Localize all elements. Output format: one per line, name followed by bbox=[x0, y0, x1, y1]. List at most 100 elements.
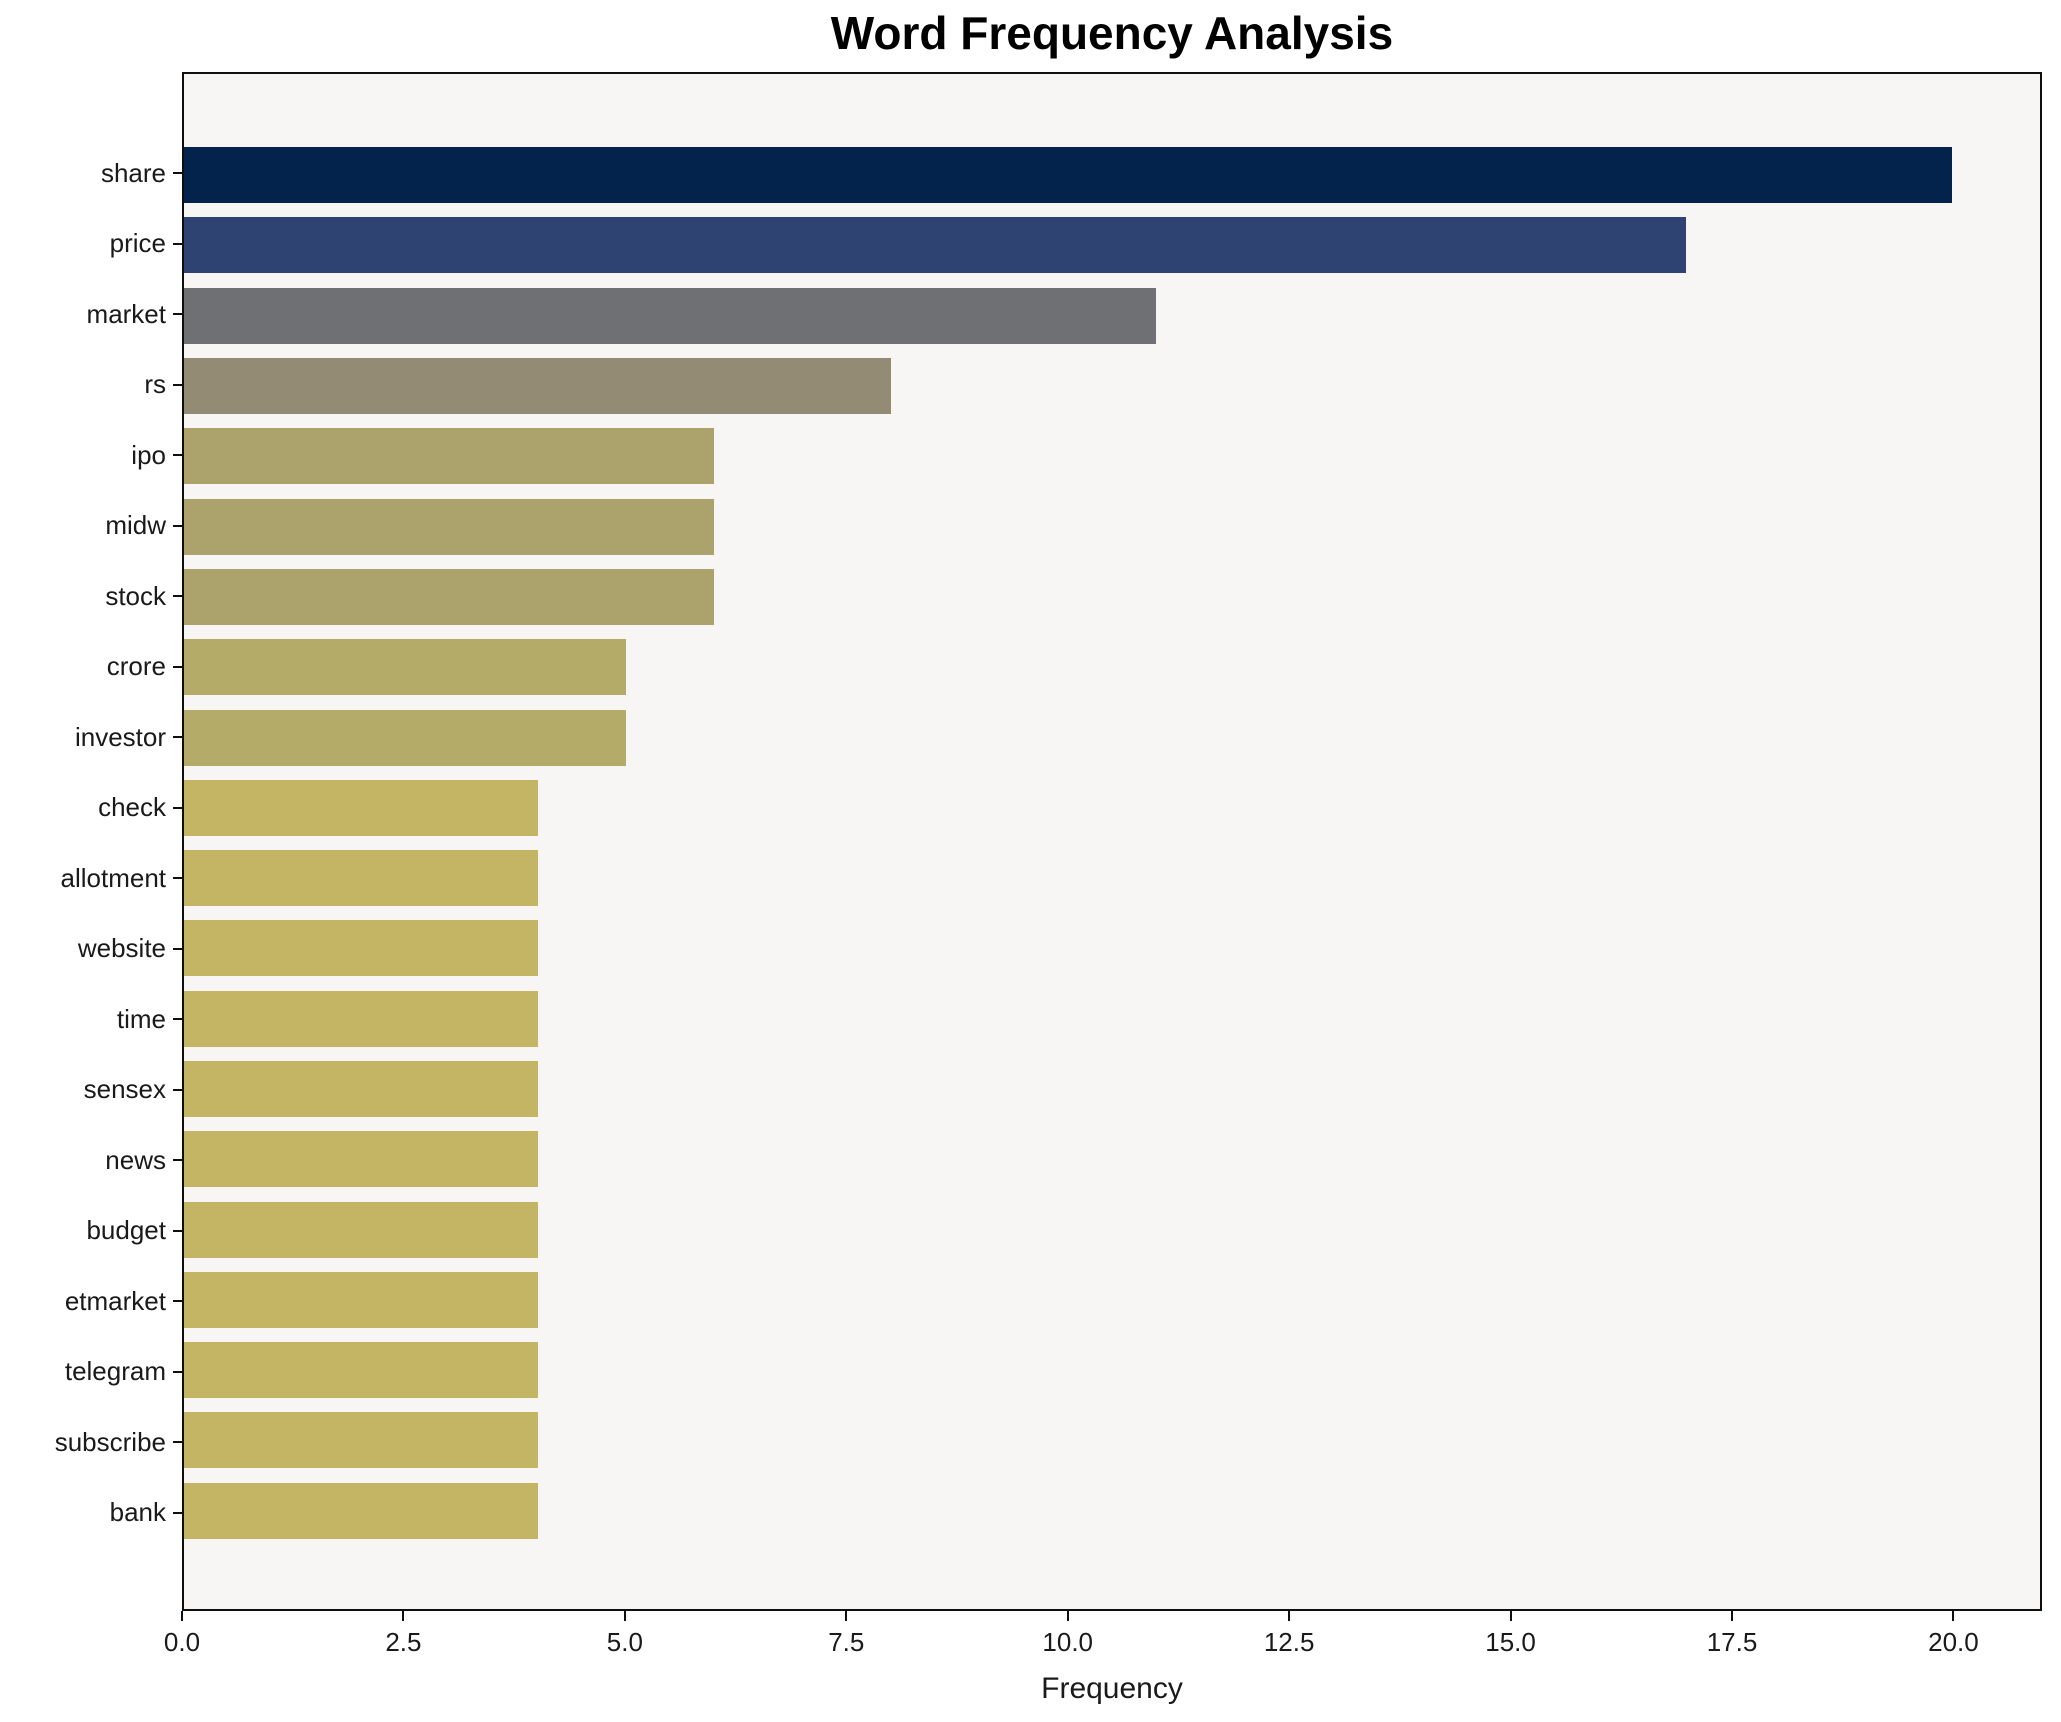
bar-crore bbox=[184, 639, 626, 696]
y-tick-row: check bbox=[0, 773, 182, 844]
bar-row bbox=[184, 210, 2040, 280]
bar-budget bbox=[184, 1201, 538, 1258]
bars-container bbox=[184, 74, 2040, 1609]
bar-bank bbox=[184, 1482, 538, 1539]
y-tick-mark bbox=[173, 1229, 182, 1232]
bar-row bbox=[184, 491, 2040, 561]
x-axis-label: Frequency bbox=[1041, 1672, 1183, 1705]
bar-website bbox=[184, 920, 538, 977]
bar-midw bbox=[184, 498, 715, 555]
bar-row bbox=[184, 984, 2040, 1054]
y-tick-mark bbox=[173, 1511, 182, 1514]
y-tick-label: subscribe bbox=[54, 1426, 166, 1457]
y-tick-row: ipo bbox=[0, 420, 182, 491]
y-tick-mark bbox=[173, 595, 182, 598]
x-tick-label: 2.5 bbox=[385, 1627, 422, 1657]
bar-check bbox=[184, 779, 538, 836]
bar-investor bbox=[184, 709, 626, 766]
y-tick-mark bbox=[173, 665, 182, 668]
plot-area bbox=[182, 72, 2042, 1611]
bar-sensex bbox=[184, 1061, 538, 1117]
bar-row bbox=[184, 281, 2040, 351]
y-tick-label: sensex bbox=[83, 1074, 166, 1105]
y-tick-row: market bbox=[0, 279, 182, 350]
bar-row bbox=[184, 632, 2040, 702]
y-tick-label: website bbox=[77, 933, 166, 964]
x-tick-mark bbox=[845, 1611, 848, 1621]
y-tick-label: telegram bbox=[64, 1356, 166, 1387]
bar-telegram bbox=[184, 1342, 538, 1399]
y-tick-label: stock bbox=[105, 580, 166, 611]
x-tick-label: 5.0 bbox=[606, 1627, 643, 1657]
bar-ipo bbox=[184, 428, 715, 485]
y-tick-mark bbox=[173, 1370, 182, 1373]
bar-share bbox=[184, 147, 1952, 204]
bar-etmarket bbox=[184, 1271, 538, 1328]
y-tick-mark bbox=[173, 736, 182, 739]
x-tick-mark bbox=[1952, 1611, 1955, 1621]
x-tick-mark bbox=[623, 1611, 626, 1621]
x-tick-label: 17.5 bbox=[1706, 1627, 1758, 1657]
y-tick-mark bbox=[173, 1018, 182, 1021]
bar-row bbox=[184, 1335, 2040, 1405]
y-tick-row: etmarket bbox=[0, 1266, 182, 1337]
x-tick-label: 0.0 bbox=[163, 1627, 201, 1657]
y-tick-row: bank bbox=[0, 1478, 182, 1549]
bar-row bbox=[184, 1124, 2040, 1194]
x-axis: 0.0 2.5 5.0 7.5 10.0 12.5 15.0 17.5 20.0 bbox=[164, 1611, 2042, 1681]
bar-market bbox=[184, 287, 1157, 344]
bar-row bbox=[184, 351, 2040, 421]
bar-row bbox=[184, 140, 2040, 210]
y-tick-row: crore bbox=[0, 632, 182, 703]
chart-title: Word Frequency Analysis bbox=[830, 7, 1394, 59]
y-tick-mark bbox=[173, 172, 182, 175]
y-tick-label: news bbox=[105, 1144, 166, 1175]
y-tick-mark bbox=[173, 1300, 182, 1303]
y-tick-mark bbox=[173, 806, 182, 809]
x-tick-label: 15.0 bbox=[1485, 1627, 1536, 1657]
x-tick-mark bbox=[1509, 1611, 1512, 1621]
y-tick-label: allotment bbox=[60, 862, 167, 893]
x-tick-label: 10.0 bbox=[1042, 1627, 1094, 1657]
bar-rs bbox=[184, 358, 892, 415]
y-tick-mark bbox=[173, 242, 182, 245]
y-tick-label: crore bbox=[106, 651, 166, 682]
y-tick-label: check bbox=[98, 792, 166, 823]
y-tick-row: news bbox=[0, 1125, 182, 1196]
y-tick-mark bbox=[173, 1159, 182, 1162]
bar-row bbox=[184, 421, 2040, 491]
y-tick-label: market bbox=[86, 298, 166, 329]
y-tick-mark bbox=[173, 524, 182, 527]
y-tick-label: ipo bbox=[131, 439, 166, 470]
y-tick-row: midw bbox=[0, 491, 182, 562]
y-tick-row: rs bbox=[0, 350, 182, 421]
y-tick-row: sensex bbox=[0, 1055, 182, 1126]
x-tick-label: 12.5 bbox=[1263, 1627, 1315, 1657]
y-tick-label: share bbox=[100, 157, 166, 188]
y-tick-row: telegram bbox=[0, 1337, 182, 1408]
x-tick-mark bbox=[1066, 1611, 1069, 1621]
y-tick-mark bbox=[173, 947, 182, 950]
bar-row bbox=[184, 1405, 2040, 1475]
x-tick-mark bbox=[1288, 1611, 1291, 1621]
bar-subscribe bbox=[184, 1412, 538, 1469]
y-tick-row: budget bbox=[0, 1196, 182, 1267]
bar-stock bbox=[184, 568, 715, 625]
y-axis-labels: share price market rs ipo midw stock crore inves… bbox=[0, 72, 182, 1611]
y-tick-row: price bbox=[0, 209, 182, 280]
bar-row bbox=[184, 773, 2040, 843]
y-tick-row: investor bbox=[0, 702, 182, 773]
x-tick-label: 7.5 bbox=[828, 1627, 865, 1657]
y-tick-mark bbox=[173, 877, 182, 880]
bar-news bbox=[184, 1131, 538, 1188]
y-tick-mark bbox=[173, 1441, 182, 1444]
bar-row bbox=[184, 913, 2040, 983]
y-tick-mark bbox=[173, 454, 182, 457]
bar-row bbox=[184, 562, 2040, 632]
x-tick-mark bbox=[181, 1611, 183, 1621]
bar-row bbox=[184, 843, 2040, 913]
bar-row bbox=[184, 1194, 2040, 1264]
x-tick-mark bbox=[1731, 1611, 1733, 1621]
bar-time bbox=[184, 990, 538, 1047]
